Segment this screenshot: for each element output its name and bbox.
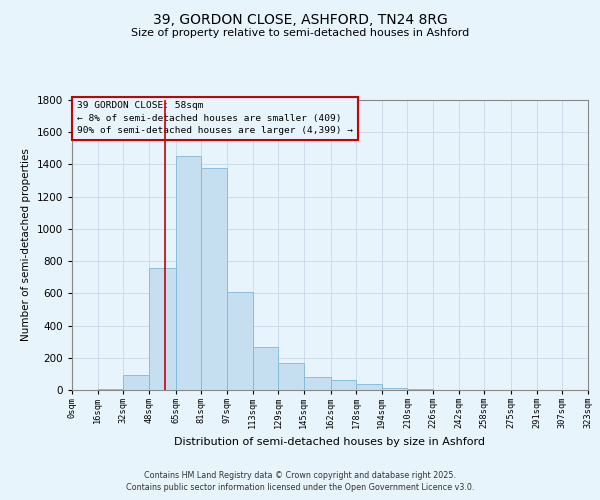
Bar [98,389,123,390]
Bar [278,364,304,390]
Bar [123,374,149,390]
Bar [331,380,356,390]
Bar [407,389,433,390]
X-axis label: Distribution of semi-detached houses by size in Ashford: Distribution of semi-detached houses by … [175,437,485,447]
Text: Contains HM Land Registry data © Crown copyright and database right 2025.
Contai: Contains HM Land Registry data © Crown c… [126,471,474,492]
Bar [176,156,202,390]
Bar [149,268,176,390]
Bar [356,384,382,390]
Text: 39 GORDON CLOSE: 58sqm
← 8% of semi-detached houses are smaller (409)
90% of sem: 39 GORDON CLOSE: 58sqm ← 8% of semi-deta… [77,102,353,136]
Bar [253,346,278,390]
Y-axis label: Number of semi-detached properties: Number of semi-detached properties [21,148,31,342]
Text: Size of property relative to semi-detached houses in Ashford: Size of property relative to semi-detach… [131,28,469,38]
Bar [382,388,407,390]
Text: 39, GORDON CLOSE, ASHFORD, TN24 8RG: 39, GORDON CLOSE, ASHFORD, TN24 8RG [152,12,448,26]
Bar [227,292,253,390]
Bar [202,168,227,390]
Bar [304,377,331,390]
